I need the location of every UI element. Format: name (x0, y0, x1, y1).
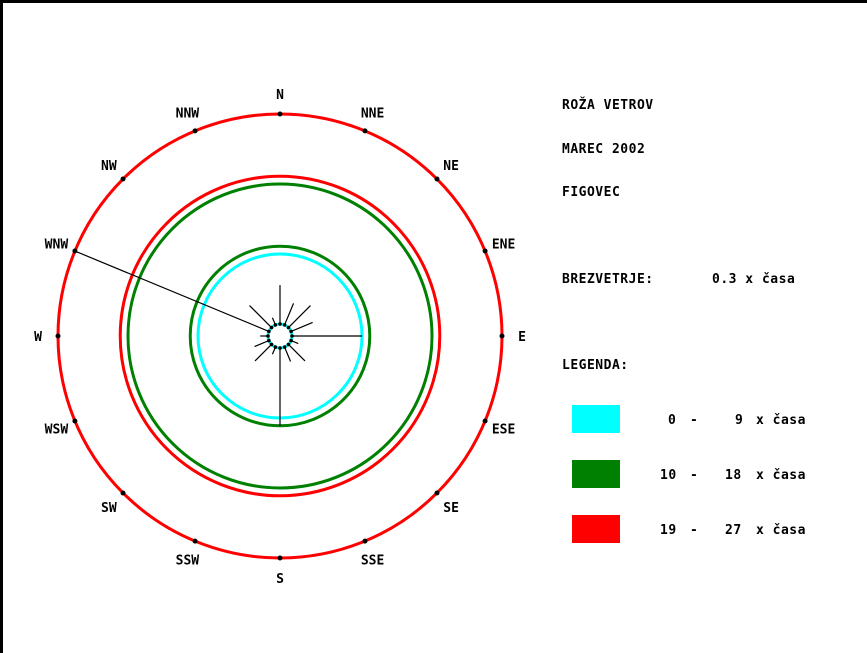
direction-label-nne: NNE (361, 106, 384, 121)
tick-w (55, 333, 61, 339)
inner-dot-nw (269, 325, 274, 330)
legend-dash: - (690, 468, 699, 483)
direction-label-nnw: NNW (176, 106, 200, 121)
tick-sw (120, 490, 126, 496)
legend-to: 18 (725, 468, 742, 483)
tick-s (277, 555, 283, 561)
tick-nne (362, 128, 368, 134)
direction-label-ese: ESE (492, 423, 515, 438)
direction-label-sse: SSE (361, 554, 384, 569)
direction-label-ssw: SSW (176, 554, 200, 569)
legend-unit: x časa (756, 523, 806, 538)
tick-nw (120, 176, 126, 182)
direction-label-w: W (34, 330, 42, 345)
tick-sse (362, 538, 368, 544)
tick-ese (482, 418, 488, 424)
chart-period: MAREC 2002 (562, 142, 646, 157)
ray-wnw (74, 250, 270, 332)
inner-dot-ne (286, 325, 291, 330)
tick-wnw (72, 248, 78, 254)
direction-label-ne: NE (443, 159, 459, 174)
legend-to: 27 (725, 523, 742, 538)
inner-dot-se (286, 342, 291, 347)
direction-label-wnw: WNW (45, 237, 69, 252)
ray-nw (249, 305, 272, 328)
legend-dash: - (690, 413, 699, 428)
legend-from: 10 (660, 468, 677, 483)
inner-dot-wnw (267, 329, 271, 334)
direction-label-ene: ENE (492, 237, 515, 252)
legend-from: 0 (668, 413, 677, 428)
tick-n (277, 111, 283, 117)
ring-4 (126, 182, 434, 490)
inner-dot-n (278, 322, 282, 326)
inner-dot-nne (282, 323, 287, 327)
legend-unit: x časa (756, 468, 806, 483)
ray-nne (284, 303, 295, 326)
legend-from: 19 (660, 523, 677, 538)
tick-ssw (192, 538, 198, 544)
inner-dot-wsw (267, 338, 271, 343)
direction-label-wsw: WSW (45, 423, 69, 438)
legend-swatch-green (572, 460, 620, 488)
legend-unit: x časa (756, 413, 806, 428)
tick-se (434, 490, 440, 496)
tick-ene (482, 248, 488, 254)
legend-to: 9 (735, 413, 744, 428)
station-name: FIGOVEC (562, 185, 621, 200)
tick-nnw (192, 128, 198, 134)
inner-dot-nnw (273, 323, 278, 327)
direction-label-sw: SW (101, 501, 117, 516)
calm-value: 0.3 x časa (712, 272, 796, 287)
direction-label-se: SE (443, 501, 459, 516)
legend-title: LEGENDA: (562, 358, 629, 373)
inner-dot-sse (282, 345, 287, 349)
inner-dot-ese (289, 338, 293, 343)
inner-dot-e (290, 334, 294, 338)
ray-wsw (254, 340, 270, 348)
chart-title: ROŽA VETROV (562, 98, 654, 113)
ray-ene (290, 321, 313, 332)
legend-swatch-red (572, 515, 620, 543)
ray-sse (284, 346, 292, 362)
tick-wsw (72, 418, 78, 424)
ring-3 (118, 174, 442, 498)
direction-label-s: S (276, 572, 284, 587)
inner-dot-ssw (273, 345, 278, 349)
inner-dot-sw (269, 342, 274, 347)
inner-dot-w (266, 334, 270, 338)
tick-ne (434, 176, 440, 182)
tick-e (499, 333, 505, 339)
calm-label: BREZVETRJE: (562, 272, 654, 287)
direction-label-e: E (518, 330, 526, 345)
ray-ne (288, 305, 311, 328)
legend-swatch-cyan (572, 405, 620, 433)
legend-dash: - (690, 523, 699, 538)
direction-label-n: N (276, 88, 284, 103)
inner-dot-s (278, 346, 282, 350)
inner-dot-ene (289, 329, 293, 334)
ray-se (288, 344, 306, 362)
ray-sw (254, 344, 272, 362)
direction-label-nw: NW (101, 159, 117, 174)
